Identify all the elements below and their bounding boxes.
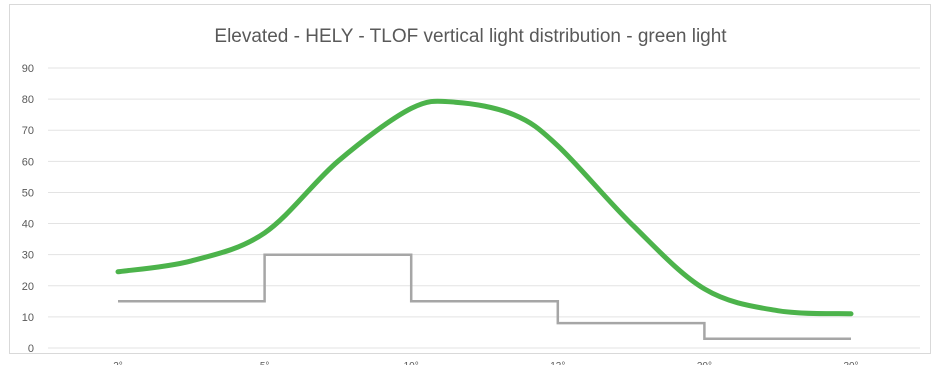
y-tick-label: 0 [28, 343, 34, 355]
y-tick-label: 20 [22, 281, 34, 293]
x-tick-label: 2° [113, 361, 123, 365]
y-tick-label: 90 [22, 63, 34, 75]
series-line-limit [118, 253, 851, 340]
x-tick-label: 10° [404, 361, 419, 365]
y-tick-label: 80 [22, 94, 34, 106]
y-tick-label: 60 [22, 156, 34, 168]
chart-title: Elevated - HELY - TLOF vertical light di… [214, 26, 727, 47]
x-tick-label: 5° [260, 361, 270, 365]
x-tick-label: 20° [697, 361, 712, 365]
series-line-green [115, 98, 854, 317]
x-tick-label: 13° [550, 361, 565, 365]
x-tick-label: 30° [843, 361, 858, 365]
y-tick-label: 10 [22, 312, 34, 324]
y-tick-label: 40 [22, 219, 34, 231]
y-tick-label: 30 [22, 250, 34, 262]
y-tick-label: 70 [22, 125, 34, 137]
y-tick-label: 50 [22, 187, 34, 199]
chart-frame [9, 4, 931, 354]
